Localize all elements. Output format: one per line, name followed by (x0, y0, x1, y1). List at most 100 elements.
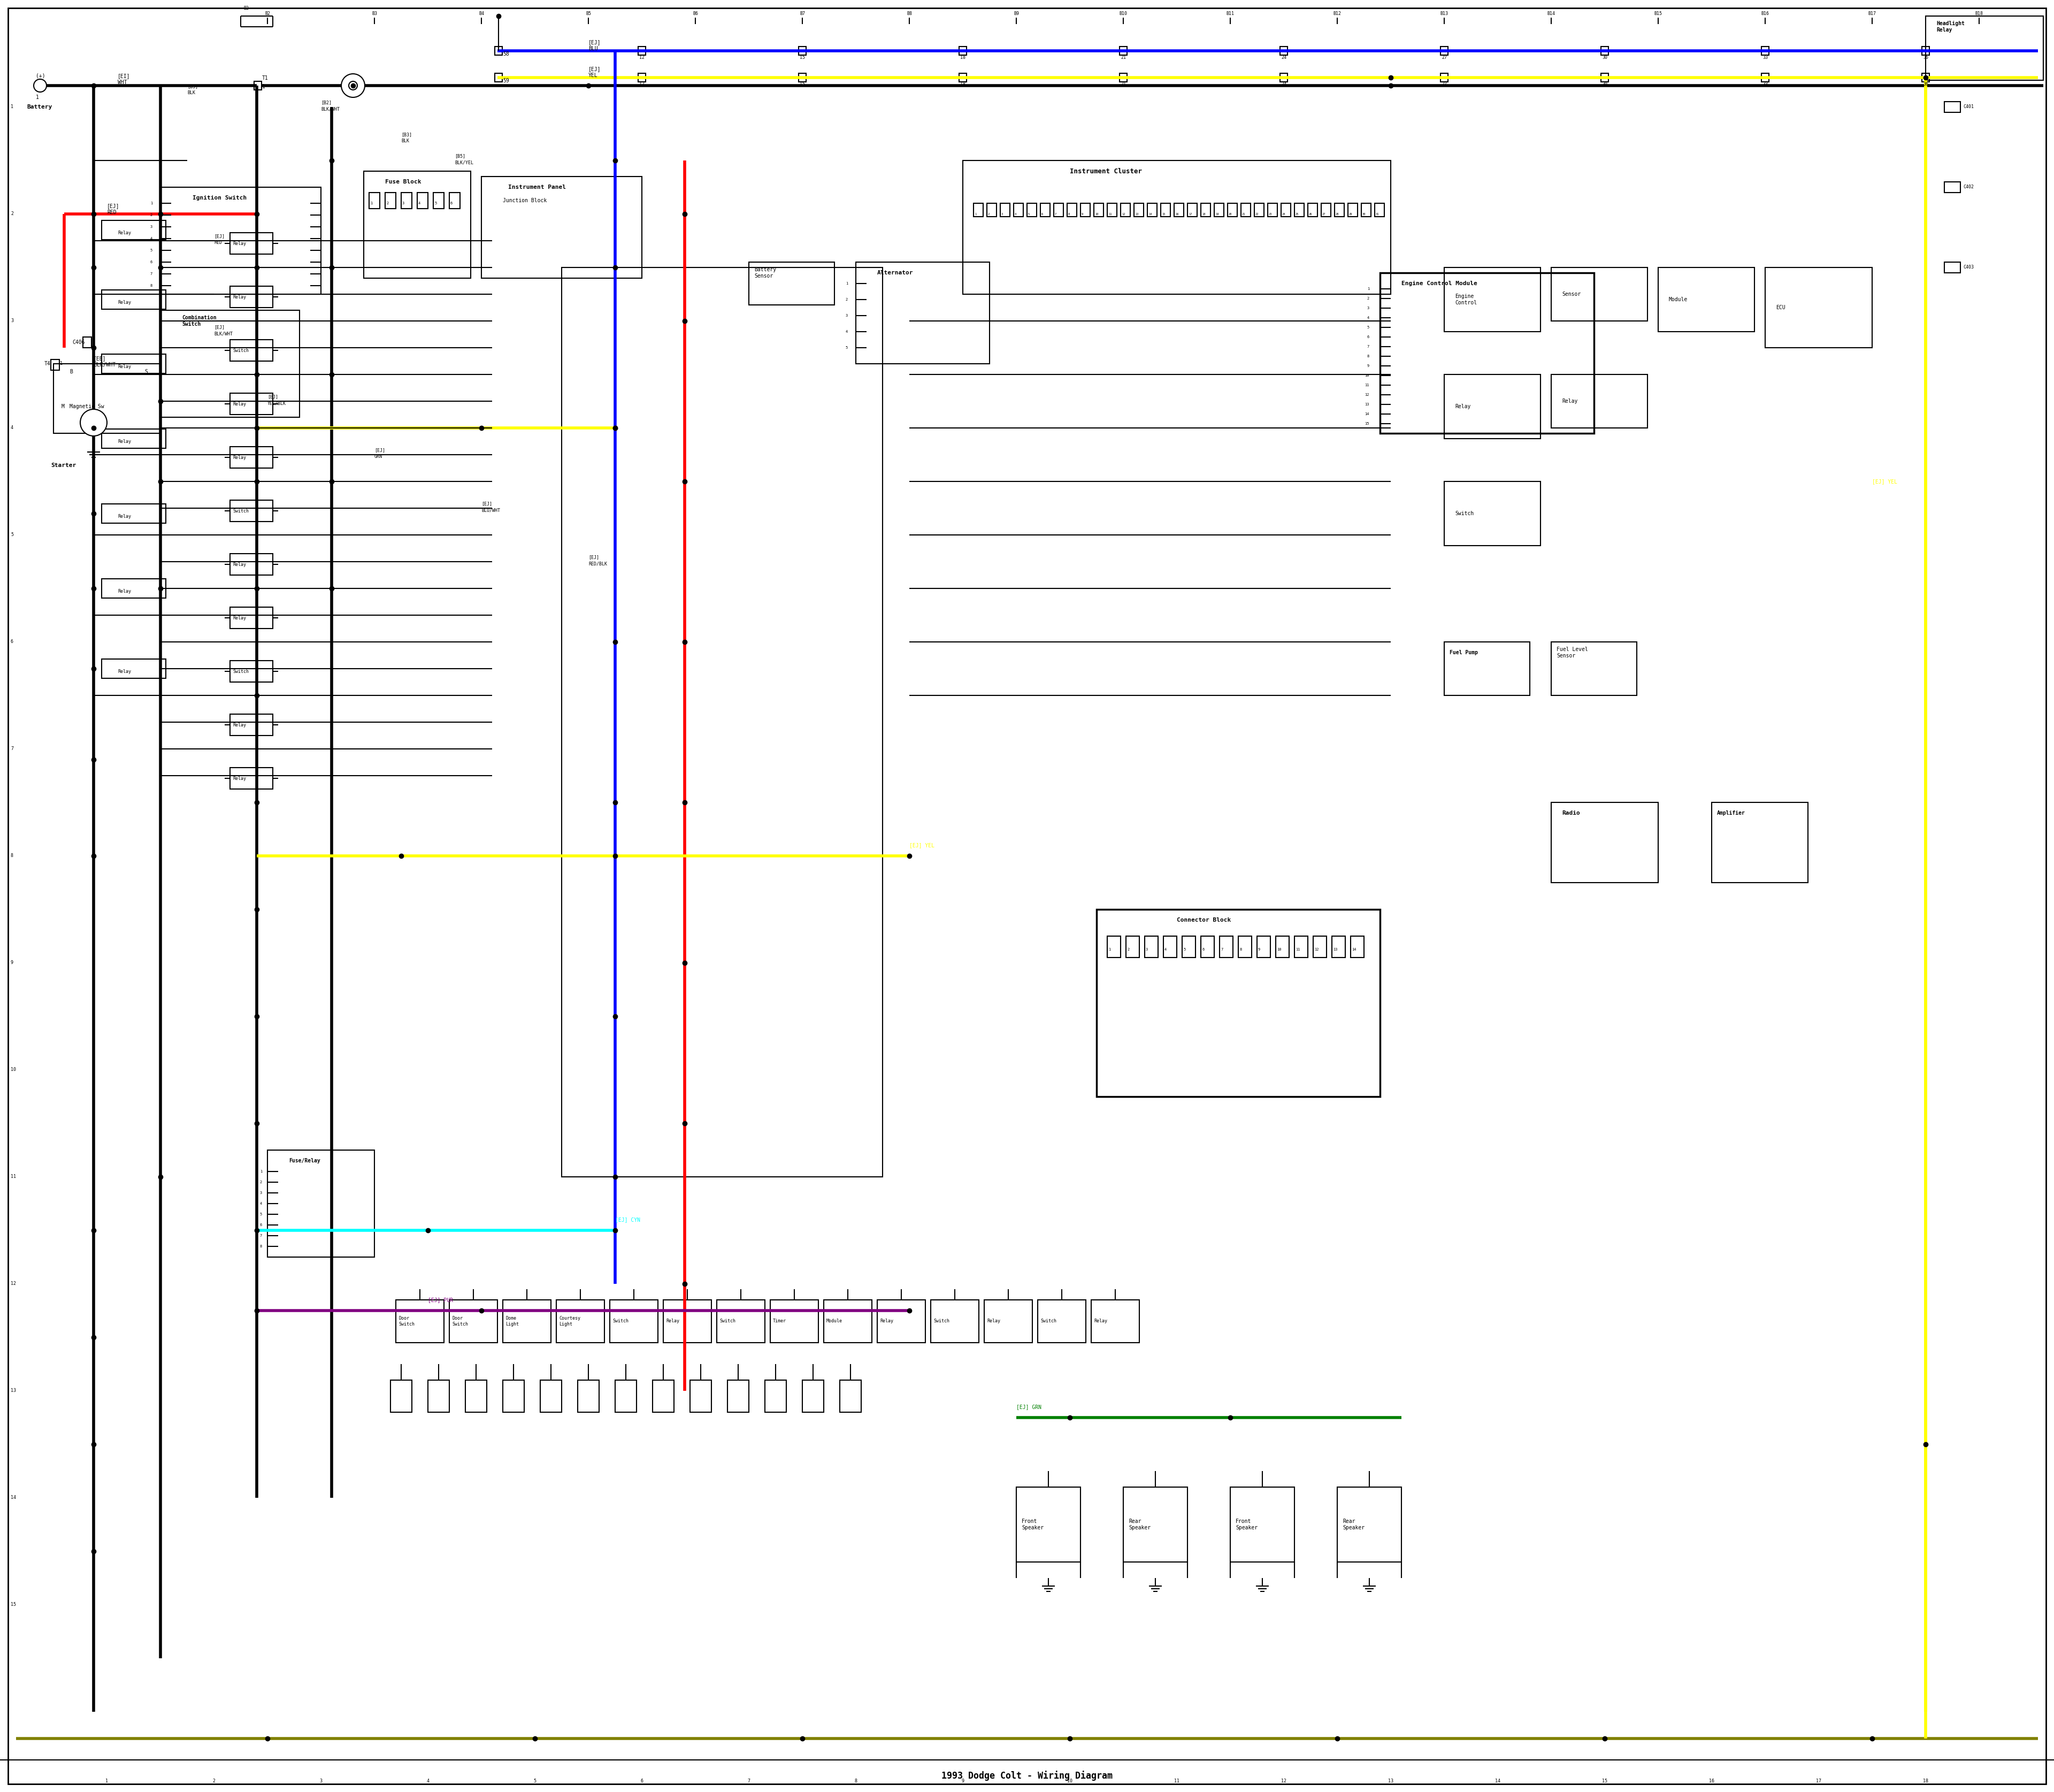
Text: [B3]: [B3] (187, 84, 197, 90)
Text: B11: B11 (1226, 11, 1234, 16)
Text: [EJ] YEL: [EJ] YEL (1871, 478, 1898, 484)
Bar (267, 1150, 374, 1256)
Bar (230, 767, 273, 788)
Text: 12: 12 (639, 56, 645, 59)
Text: C406: C406 (72, 340, 84, 346)
Text: 5: 5 (1183, 948, 1185, 952)
Bar (557, 1299, 604, 1342)
Bar (561, 267, 883, 1177)
Text: 30: 30 (1602, 82, 1608, 86)
Text: M: M (62, 403, 64, 409)
Text: 3: 3 (1146, 948, 1148, 952)
Bar (255, 81, 261, 90)
Text: Engine Control Module: Engine Control Module (1401, 281, 1477, 287)
Bar (101, 355, 166, 373)
Text: 6: 6 (259, 1224, 263, 1226)
Circle shape (341, 73, 366, 97)
Bar (230, 607, 273, 629)
Text: [EJ] CYN: [EJ] CYN (614, 1217, 641, 1222)
Bar (1202, 935, 1214, 957)
Text: 21: 21 (1121, 56, 1126, 59)
Bar (390, 1380, 413, 1412)
Bar (1255, 202, 1263, 217)
Text: 4: 4 (1165, 948, 1167, 952)
Bar (1444, 267, 1540, 332)
Bar (1308, 202, 1317, 217)
Text: 14: 14 (1352, 948, 1356, 952)
Text: 10: 10 (1364, 375, 1370, 376)
Text: 8: 8 (854, 1779, 857, 1783)
Text: [EJ]: [EJ] (587, 556, 600, 559)
Text: 11: 11 (1296, 948, 1300, 952)
Bar (1927, 16, 2044, 81)
Text: Rear
Speaker: Rear Speaker (1128, 1520, 1150, 1530)
Bar (160, 186, 320, 294)
Text: [EJ]: [EJ] (214, 235, 224, 238)
Bar (1321, 202, 1331, 217)
Text: 5: 5 (10, 532, 14, 538)
Text: Relay: Relay (232, 615, 246, 620)
Bar (53, 364, 160, 434)
Bar (750, 262, 834, 305)
Text: Fuel Level
Sensor: Fuel Level Sensor (1557, 647, 1588, 658)
Text: Relay: Relay (117, 299, 131, 305)
Text: [EJ] GRN: [EJ] GRN (1017, 1405, 1041, 1410)
Text: B14: B14 (1547, 11, 1555, 16)
Text: B15: B15 (1653, 11, 1662, 16)
Text: 2: 2 (1128, 948, 1130, 952)
Text: 12: 12 (1121, 213, 1126, 215)
Text: Connector Block: Connector Block (1177, 918, 1230, 923)
Bar (101, 659, 166, 679)
Text: 4: 4 (1368, 315, 1370, 319)
Text: 6: 6 (10, 640, 14, 645)
Bar (1124, 1487, 1187, 1563)
Text: Switch: Switch (232, 509, 249, 513)
Text: 31: 31 (1376, 213, 1378, 215)
Bar (1551, 803, 1658, 883)
Bar (364, 172, 470, 278)
Circle shape (80, 409, 107, 435)
Text: [EJ]: [EJ] (374, 448, 386, 453)
Bar (101, 220, 166, 240)
Circle shape (349, 81, 357, 90)
Bar (51, 360, 60, 371)
Bar (370, 192, 380, 208)
Bar (803, 1380, 824, 1412)
Text: M: M (90, 419, 94, 425)
Text: 19: 19 (1216, 213, 1218, 215)
Bar (1313, 935, 1327, 957)
Text: Module: Module (826, 1319, 842, 1324)
Bar (690, 1380, 711, 1412)
Text: Instrument Cluster: Instrument Cluster (1070, 168, 1142, 174)
Text: 9: 9 (1368, 364, 1370, 367)
Bar (481, 177, 641, 278)
Bar (974, 202, 984, 217)
Text: B17: B17 (1869, 11, 1875, 16)
Bar (1444, 642, 1530, 695)
Text: 16: 16 (1709, 1779, 1715, 1783)
Text: 4: 4 (10, 425, 14, 430)
Text: Switch: Switch (232, 668, 249, 674)
Bar (1331, 935, 1345, 957)
Text: 1: 1 (60, 362, 62, 366)
Bar (160, 310, 300, 418)
Bar (1107, 935, 1121, 957)
Bar (230, 715, 273, 735)
Bar (101, 579, 166, 599)
Text: Relay: Relay (232, 776, 246, 781)
Text: 10: 10 (1095, 213, 1099, 215)
Text: Magnetic Sw: Magnetic Sw (70, 403, 105, 409)
Bar (230, 340, 273, 360)
Text: B9: B9 (1013, 11, 1019, 16)
Bar (799, 73, 805, 82)
Text: 21: 21 (1243, 213, 1245, 215)
Text: 33: 33 (1762, 82, 1768, 86)
Bar (396, 1299, 444, 1342)
Text: Relay: Relay (117, 231, 131, 235)
Text: 6: 6 (450, 202, 452, 204)
Text: 3: 3 (259, 1192, 263, 1195)
Text: 7: 7 (150, 272, 152, 276)
Text: C401: C401 (1964, 104, 1974, 109)
Text: Combination
Switch: Combination Switch (183, 315, 216, 326)
Text: B7: B7 (799, 11, 805, 16)
